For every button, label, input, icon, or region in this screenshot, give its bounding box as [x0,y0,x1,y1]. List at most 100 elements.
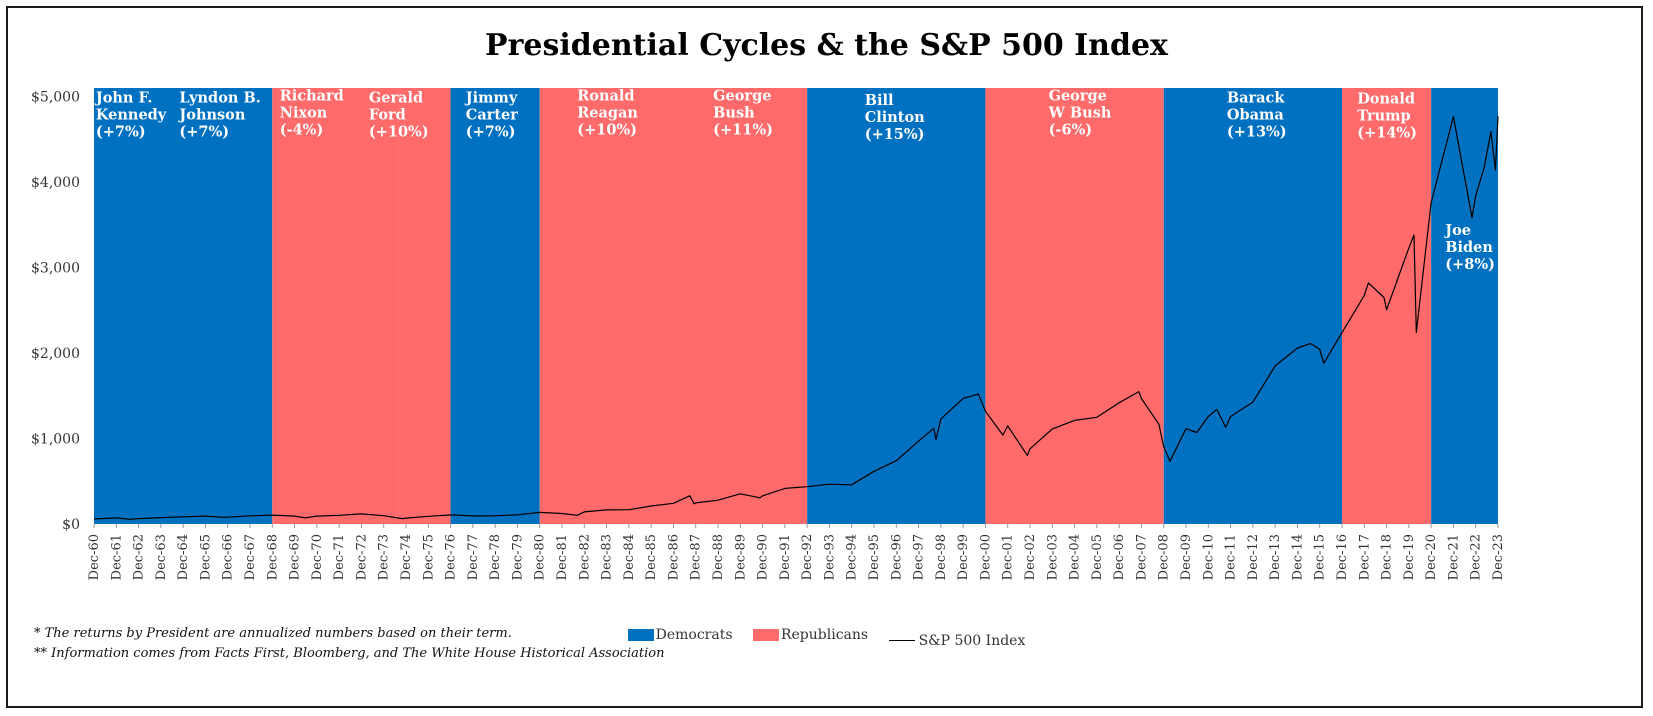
sp500-line-swatch [888,640,915,641]
legend: Democrats Republicans S&P 500 Index [0,627,1653,649]
president-label-line: (+14%) [1357,124,1417,141]
president-label-7: Bill Clinton (+15%) [865,92,925,143]
president-label-line: Johnson [177,106,245,123]
president-band-11 [1431,88,1498,524]
x-tick-label: Dec-86 [666,534,681,580]
president-label-line: Bill [865,92,894,109]
y-tick-label: $2,000 [31,346,80,362]
y-axis: $0 $1,000 $2,000 $3,000 $4,000 $5,000 [31,90,80,533]
president-label-9: Barack Obama (+13%) [1227,89,1287,140]
x-tick-label: Dec-88 [711,534,726,580]
president-label-1: Lyndon B. Johnson (+7%) [177,89,260,140]
x-tick-label: Dec-75 [421,534,436,580]
x-tick-label: Dec-03 [1045,534,1060,580]
x-tick-label: Dec-77 [466,534,481,580]
president-label-line: Richard [280,88,344,105]
x-tick-label: Dec-64 [176,534,191,580]
x-tick-label: Dec-97 [912,534,927,580]
x-tick-label: Dec-81 [555,534,570,580]
president-label-line: (+7%) [466,123,516,140]
x-tick-label: Dec-96 [889,534,904,580]
x-tick-label: Dec-70 [310,534,325,580]
president-band-1 [160,88,273,524]
x-tick-label: Dec-21 [1446,534,1461,580]
president-label-line: W Bush [1048,105,1112,122]
x-tick-label: Dec-79 [510,534,525,580]
x-tick-label: Dec-15 [1313,534,1328,580]
president-label-line: Joe [1443,222,1471,239]
president-label-line: (-6%) [1049,122,1093,139]
president-label-8: George W Bush (-6%) [1048,88,1112,139]
president-label-line: Bush [713,105,755,122]
president-label-line: Nixon [280,105,328,122]
president-bands [94,88,1498,524]
x-tick-label: Dec-80 [533,534,548,580]
president-label-line: (-4%) [280,122,324,139]
x-tick-label: Dec-72 [354,534,369,580]
legend-item-democrats: Democrats [627,627,733,643]
y-tick-label: $4,000 [31,175,80,191]
president-label-line: (+13%) [1227,123,1287,140]
president-label-line: Ford [369,106,406,123]
x-tick-label: Dec-17 [1357,534,1372,580]
x-tick-label: Dec-19 [1402,534,1417,580]
y-tick-label: $5,000 [31,90,80,106]
president-label-line: (+10%) [369,123,429,140]
president-label-line: George [1049,88,1107,105]
legend-label-democrats: Democrats [655,627,733,643]
democrats-swatch [627,629,654,641]
president-label-line: Obama [1227,106,1285,123]
president-band-9 [1163,88,1342,524]
y-tick-label: $0 [62,517,80,533]
footnote-returns: * The returns by President are annualize… [34,626,512,641]
x-tick-label: Dec-73 [377,534,392,580]
president-band-5 [539,88,718,524]
x-tick-label: Dec-61 [109,534,124,580]
president-label-line: Carter [466,106,518,123]
x-tick-label: Dec-78 [488,534,503,580]
x-tick-label: Dec-68 [265,534,280,580]
x-tick-label: Dec-95 [867,534,882,580]
president-band-0 [94,88,161,524]
x-tick-label: Dec-90 [756,534,771,580]
president-label-10: Donald Trump (+14%) [1357,90,1417,141]
x-tick-label: Dec-98 [934,534,949,580]
chart-title: Presidential Cycles & the S&P 500 Index [485,28,1168,63]
x-tick-label: Dec-14 [1290,534,1305,580]
legend-item-sp500: S&P 500 Index [888,632,1026,649]
x-tick-label: Dec-18 [1380,534,1395,580]
legend-label-sp500: S&P 500 Index [918,632,1026,649]
president-label-line: (+8%) [1445,256,1495,273]
president-label-line: Lyndon B. [179,89,260,106]
y-tick-label: $3,000 [31,261,80,277]
president-band-7 [807,88,986,524]
x-tick-label: Dec-07 [1134,534,1149,580]
sp500-line [93,116,1499,520]
x-tick-label: Dec-62 [132,534,147,580]
x-tick-label: Dec-05 [1090,534,1105,580]
president-labels: John F. Kennedy (+7%)Lyndon B. Johnson (+7%)… [94,88,1495,273]
x-tick-label: Dec-91 [778,534,793,580]
x-tick-label: Dec-09 [1179,534,1194,580]
x-tick-label: Dec-93 [822,534,837,580]
x-tick-label: Dec-12 [1246,534,1261,580]
x-tick-label: Dec-83 [600,534,615,580]
president-label-line: Trump [1357,107,1410,124]
x-tick-label: Dec-67 [243,534,258,580]
x-tick-label: Dec-84 [622,534,637,580]
x-tick-label: Dec-04 [1068,534,1083,580]
president-label-line: George [713,88,771,105]
president-band-10 [1342,88,1432,524]
president-label-3: Gerald Ford (+10%) [369,89,429,140]
legend-label-republicans: Republicans [780,627,869,643]
president-label-2: Richard Nixon (-4%) [280,88,344,139]
president-label-11: Joe Biden (+8%) [1443,222,1495,273]
president-label-line: Donald [1357,90,1415,107]
x-tick-label: Dec-74 [399,534,414,580]
x-tick-label: Dec-69 [288,534,303,580]
legend-item-republicans: Republicans [752,627,869,643]
president-label-0: John F. Kennedy (+7%) [94,89,167,140]
president-label-6: George Bush (+11%) [713,88,773,139]
republicans-swatch [752,629,779,641]
